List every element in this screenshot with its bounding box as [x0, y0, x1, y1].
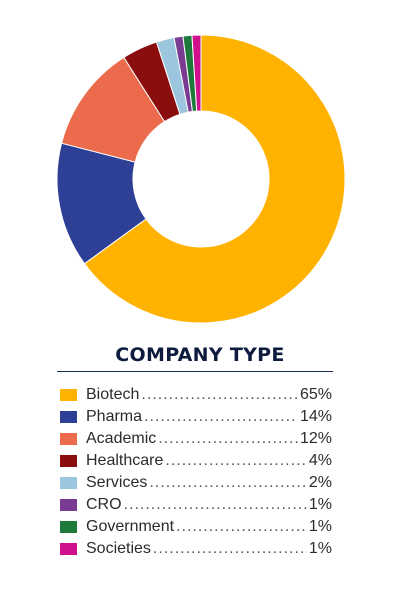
legend-item-healthcare: Healthcare 4%	[60, 450, 332, 472]
legend-item-biotech: Biotech 65%	[60, 384, 332, 406]
legend-swatch	[60, 411, 77, 423]
legend-value: 2%	[308, 474, 332, 491]
legend-item-services: Services 2%	[60, 472, 332, 494]
legend-label: Biotech	[86, 386, 140, 403]
legend-value: 65%	[299, 386, 332, 403]
legend-value: 12%	[299, 430, 332, 447]
leader-dots	[149, 474, 307, 492]
legend-item-government: Government 1%	[60, 516, 332, 538]
legend-label: Pharma	[86, 408, 143, 425]
legend: Biotech 65% Pharma 14% Academic 12% Healthcare…	[60, 384, 332, 560]
legend-value: 1%	[308, 496, 332, 513]
legend-swatch	[60, 433, 77, 445]
legend-swatch	[60, 455, 77, 467]
slice-biotech	[83, 34, 346, 324]
legend-swatch	[60, 389, 77, 401]
legend-item-pharma: Pharma 14%	[60, 406, 332, 428]
title-divider	[57, 371, 333, 372]
leader-dots	[176, 518, 307, 536]
chart-title: COMPANY TYPE	[115, 344, 285, 366]
legend-item-societies: Societies 1%	[60, 538, 332, 560]
legend-value: 4%	[308, 452, 332, 469]
legend-swatch	[60, 543, 77, 555]
leader-dots	[158, 430, 298, 448]
donut-chart	[56, 34, 346, 324]
legend-swatch	[60, 521, 77, 533]
legend-label: Services	[86, 474, 148, 491]
leader-dots	[124, 496, 307, 514]
legend-item-academic: Academic 12%	[60, 428, 332, 450]
leader-dots	[141, 386, 298, 404]
leader-dots	[165, 452, 307, 470]
legend-value: 14%	[299, 408, 332, 425]
legend-label: Societies	[86, 540, 151, 557]
leader-dots	[153, 540, 307, 558]
legend-value: 1%	[308, 518, 332, 535]
legend-label: Academic	[86, 430, 157, 447]
leader-dots	[144, 408, 298, 426]
slice-societies	[191, 34, 202, 112]
legend-swatch	[60, 477, 77, 489]
legend-swatch	[60, 499, 77, 511]
legend-value: 1%	[308, 540, 332, 557]
legend-item-cro: CRO 1%	[60, 494, 332, 516]
legend-label: Government	[86, 518, 175, 535]
legend-label: CRO	[86, 496, 122, 513]
legend-label: Healthcare	[86, 452, 164, 469]
